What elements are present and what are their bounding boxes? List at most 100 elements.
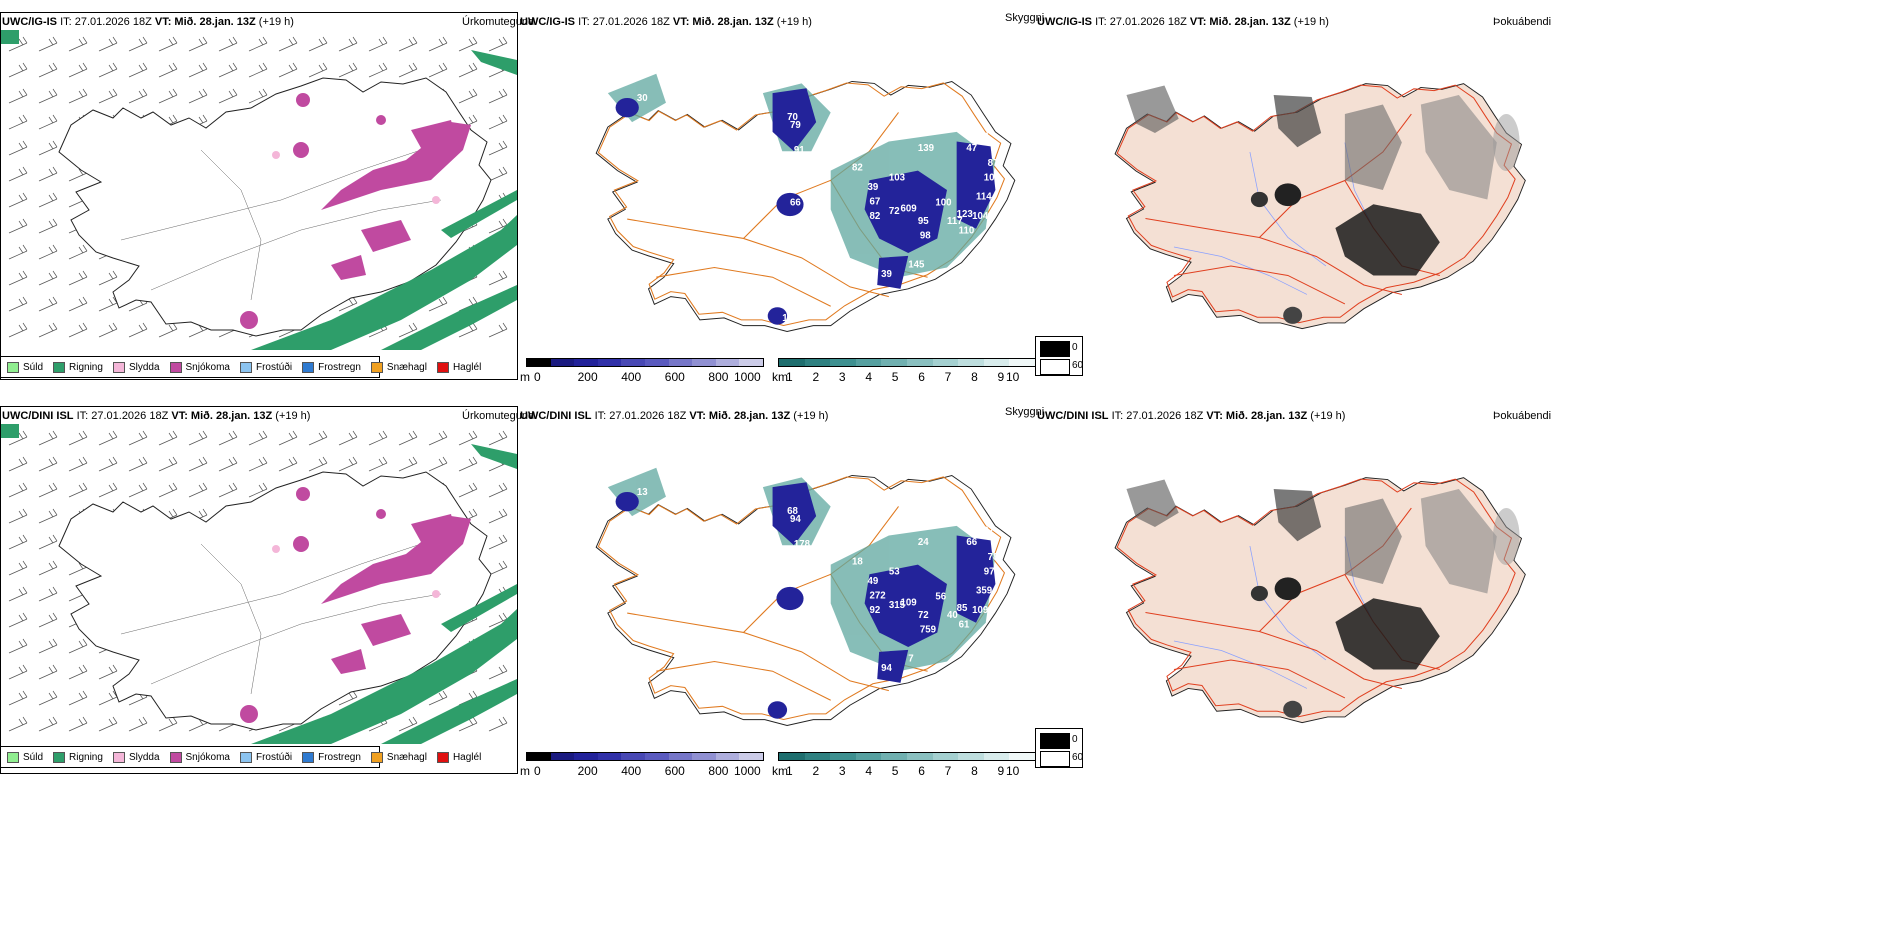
colorbar-swatch <box>932 359 959 366</box>
colorbar-swatch <box>906 359 933 366</box>
panel-header: UWC/DINI ISL IT: 27.01.2026 18Z VT: Mið.… <box>1037 410 1346 422</box>
fog-indicator-map <box>1114 477 1526 724</box>
colorbar-swatch <box>668 753 693 760</box>
colorbar-swatch <box>644 359 669 366</box>
cloud-base-label: 178 <box>794 539 811 550</box>
cloud-base-label: 98 <box>920 230 931 241</box>
colorbar-swatch <box>1009 359 1035 366</box>
colorbar-tick: 7 <box>944 764 952 778</box>
legend-swatch <box>239 751 252 763</box>
legend-swatch <box>7 751 19 763</box>
legend-swatch <box>53 751 66 763</box>
legend-item: Snjókoma <box>169 751 230 763</box>
cloud-base-label: 153 <box>840 95 857 106</box>
variable-title: Skyggni <box>1005 406 1045 418</box>
colorbar-tick: 1 <box>786 370 793 384</box>
legend-item: Rigning <box>53 361 103 373</box>
cloud-base-label: 272 <box>869 591 885 602</box>
colorbar-swatch <box>855 359 882 366</box>
panel-precip-bottom: UWC/DINI ISL IT: 27.01.2026 18Z VT: Mið.… <box>0 394 534 778</box>
legend-label: Frostregn <box>318 751 361 763</box>
cloud-base-label: 79 <box>790 120 801 131</box>
colorbar-tick: 800 <box>708 764 729 778</box>
colorbar-tick: 4 <box>865 764 873 778</box>
sleet-area <box>272 151 440 204</box>
cloud-base-label: 104 <box>782 313 799 324</box>
cloud-base-label: 70 <box>787 112 798 123</box>
legend-label: Súld <box>23 361 44 373</box>
cloud-base-label: 39 <box>881 269 892 280</box>
legend-item: Slydda <box>112 751 160 763</box>
colorbar-tick: 6 <box>918 370 925 384</box>
cloud-base-label: 67 <box>869 197 880 208</box>
cloud-base-label: 85 <box>957 603 968 614</box>
variable-title: Þokuábendi <box>1493 410 1552 422</box>
visibility-colorbar: km 1 2 3 4 5 6 7 8 9 10 <box>772 358 1042 384</box>
colorbar-unit: m <box>520 764 530 778</box>
cloud-base-label: 82 <box>869 211 880 222</box>
cloud-base-label: 18 <box>852 557 863 568</box>
colorbar-tick: 9 <box>997 764 1005 778</box>
colorbar-swatch <box>804 359 831 366</box>
colorbar-unit: km <box>772 764 788 778</box>
colorbar-swatch <box>715 753 740 760</box>
colorbar-swatch <box>621 753 645 760</box>
legend-swatch <box>53 361 66 373</box>
cloud-base-label: 30 <box>637 93 648 104</box>
colorbar-swatch <box>574 753 598 760</box>
cloud-base-label: 53 <box>889 566 900 577</box>
legend-label: Rigning <box>69 361 103 373</box>
legend-swatch <box>169 751 182 763</box>
colorbar-swatch <box>597 753 622 760</box>
cloud-base-label: 97 <box>984 566 995 577</box>
cloud-base-label: 95 <box>918 216 929 227</box>
colorbar-tick: 2 <box>812 764 820 778</box>
colorbar-tick: 10 <box>1006 370 1020 384</box>
colorbar-tick: 800 <box>708 370 729 384</box>
cloud-base-label: 13 <box>637 487 648 498</box>
colorbar-swatch <box>983 359 1010 366</box>
legend-swatch <box>112 361 125 373</box>
snow-area <box>240 487 471 723</box>
cloud-base-label: 47 <box>966 143 977 154</box>
colorbar-swatches <box>526 752 764 761</box>
cloud-base-label: 72 <box>918 610 929 621</box>
cloud-base-label: 100 <box>935 198 951 209</box>
colorbar-tick: 600 <box>664 370 685 384</box>
colorbar-swatch <box>527 753 551 760</box>
colorbar-swatch <box>779 359 805 366</box>
colorbar-tick: 200 <box>577 764 598 778</box>
fog-key: 0 60 <box>1035 336 1083 376</box>
legend-item: Rigning <box>53 751 103 763</box>
colorbar-swatch <box>830 359 856 366</box>
legend-label: Snjókoma <box>185 751 230 763</box>
panel-fog-bottom: UWC/DINI ISL IT: 27.01.2026 18Z VT: Mið.… <box>1035 394 1555 778</box>
precip-legend: Súld Rigning Slydda Snjókoma Frostúði Frostre… <box>0 746 481 768</box>
cloud-base-label: 145 <box>908 260 925 271</box>
cloud-base-label: 139 <box>918 143 935 154</box>
cloud-base-label: 74 <box>978 132 989 143</box>
legend-swatch <box>370 751 383 763</box>
map-frame <box>0 12 518 380</box>
rain-area <box>1 424 517 744</box>
colorbar-swatch <box>881 359 907 366</box>
colorbar-tick: 1000 <box>734 370 761 384</box>
colorbar-tick: 2 <box>812 370 820 384</box>
panel-header: UWC/DINI ISL IT: 27.01.2026 18Z VT: Mið.… <box>520 410 829 422</box>
legend-label: Frostregn <box>318 361 361 373</box>
colorbar-swatch <box>906 753 933 760</box>
colorbar-swatch <box>739 359 763 366</box>
legend-label: Frostúði <box>255 361 293 373</box>
variable-title: Úrkomutegund <box>462 410 535 422</box>
colorbar-swatch <box>692 753 716 760</box>
cloud-base-label: 609 <box>900 203 917 214</box>
variable-title: Úrkomutegund <box>462 16 535 28</box>
cloud-base-label: 178 <box>829 155 846 166</box>
cloud-base-label: 103 <box>889 172 906 183</box>
cloud-base-label: 315 <box>889 600 906 611</box>
legend-item: Frostúði <box>239 751 292 763</box>
precip-type-map <box>1 30 517 350</box>
panel-header: UWC/IG-IS IT: 27.01.2026 18Z VT: Mið. 28… <box>520 16 812 28</box>
panel-header: UWC/DINI ISL IT: 27.01.2026 18Z VT: Mið.… <box>2 410 311 422</box>
